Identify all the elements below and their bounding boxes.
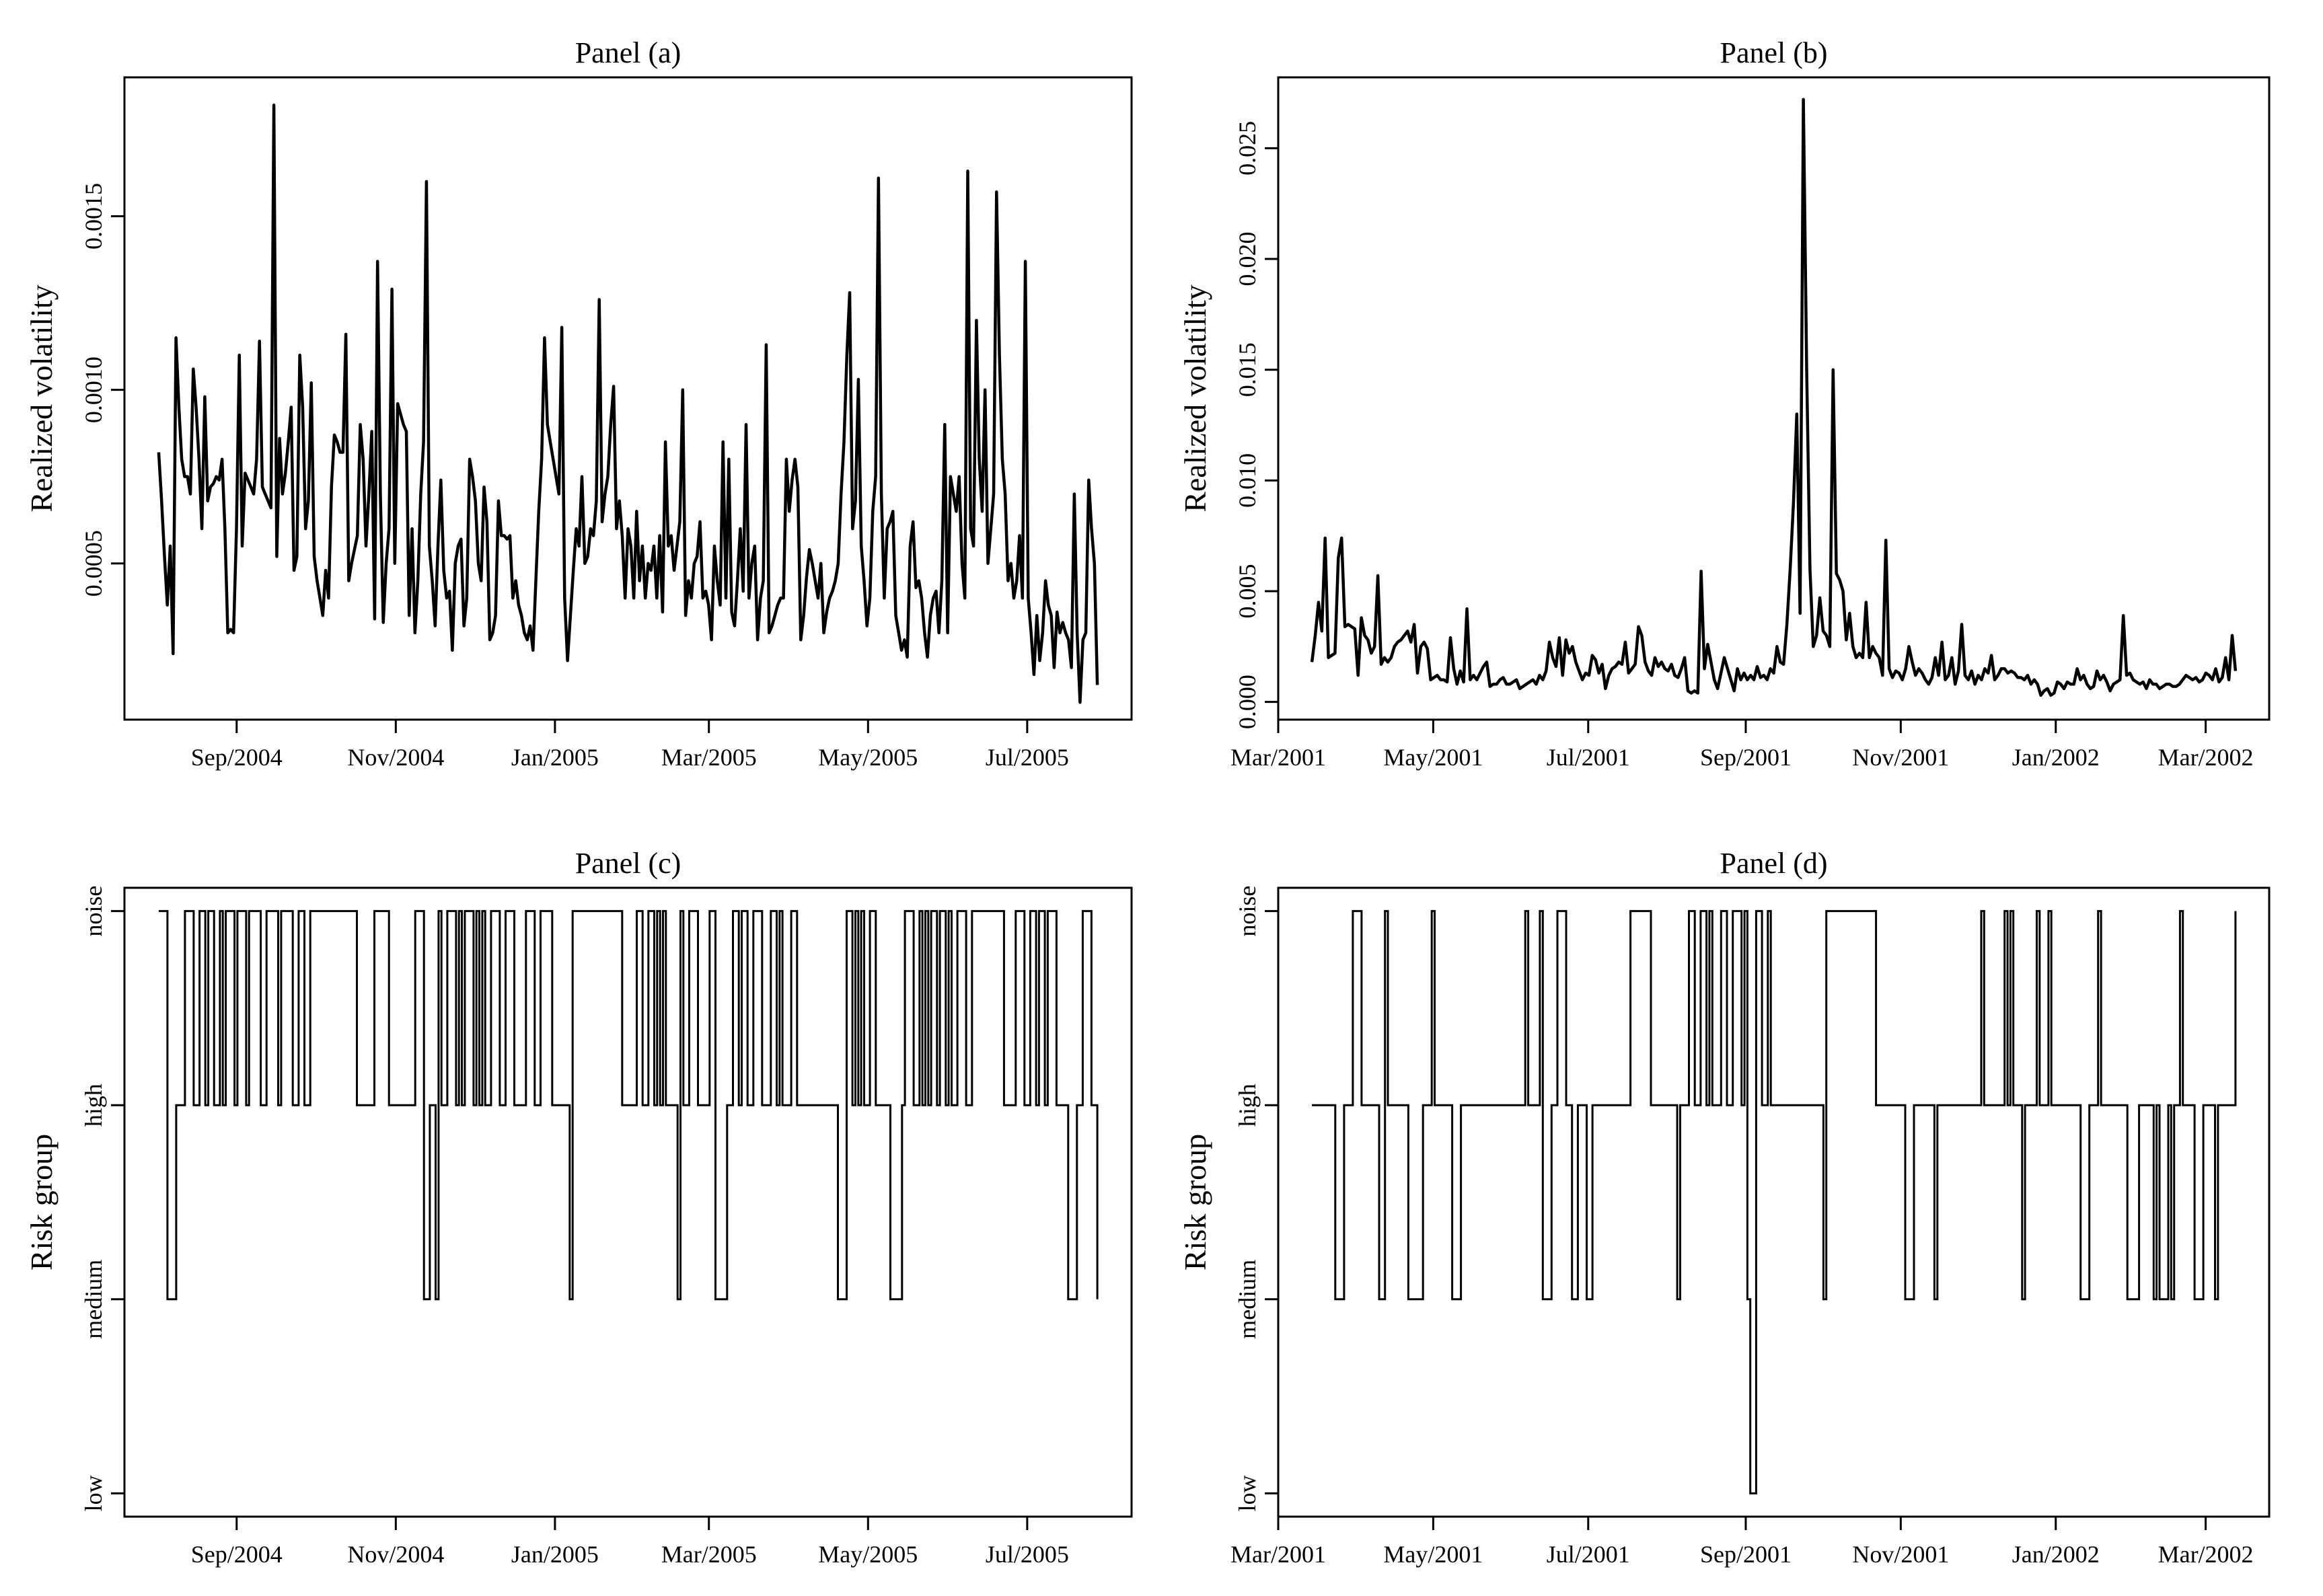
x-tick-label: Jul/2001 (1547, 744, 1630, 771)
x-axis: Sep/2004 Nov/2004 Jan/2005 Mar/2005 May/2005… (191, 1517, 1069, 1568)
panel-c: Panel (c) Risk group Sep/2004 Nov/2004 Jan/2… (24, 847, 1133, 1568)
y-tick-label: 0.005 (1234, 564, 1261, 619)
panel-a: Panel (a) Realized volatility Sep/2004 Nov/… (24, 36, 1133, 771)
panel-title: Panel (b) (1720, 36, 1827, 69)
x-tick-label: Jan/2005 (511, 744, 599, 771)
x-tick-label: Nov/2004 (347, 744, 444, 771)
y-tick-label: 0.000 (1234, 675, 1261, 729)
y-tick-label: medium (80, 1260, 107, 1339)
panel-title: Panel (a) (575, 36, 681, 69)
plot-frame (1277, 886, 2271, 1518)
x-tick-label: Sep/2004 (191, 744, 283, 771)
x-tick-label: Mar/2002 (2158, 744, 2254, 771)
volatility-series (1310, 98, 2238, 697)
y-tick-label: low (80, 1475, 107, 1511)
panel-d: Panel (d) Risk group Mar/2001 May/2001 Jul/2… (1178, 847, 2271, 1568)
y-tick-label: high (1234, 1084, 1261, 1127)
x-tick-label: May/2001 (1383, 1541, 1483, 1568)
x-tick-label: Sep/2001 (1700, 1541, 1792, 1568)
risk-group-series (158, 910, 1099, 1301)
y-tick-label: low (1234, 1475, 1261, 1511)
x-tick-label: Jul/2005 (986, 744, 1069, 771)
x-tick-label: Jan/2002 (2012, 1541, 2100, 1568)
y-tick-label: 0.010 (1234, 453, 1261, 508)
y-tick-label: 0.0015 (80, 183, 107, 250)
x-tick-label: Nov/2001 (1852, 1541, 1949, 1568)
x-tick-label: Mar/2002 (2158, 1541, 2254, 1568)
panel-b: Panel (b) Realized volatility Mar/2001 May/… (1178, 36, 2271, 771)
y-tick-label: medium (1234, 1260, 1261, 1339)
y-axis: low medium high noise (1234, 886, 1278, 1511)
panel-title: Panel (c) (575, 847, 681, 880)
x-tick-label: Jul/2005 (986, 1541, 1069, 1568)
y-tick-label: 0.0005 (80, 530, 107, 597)
x-tick-label: Mar/2001 (1230, 1541, 1326, 1568)
y-tick-label: high (80, 1084, 107, 1127)
x-tick-label: Nov/2001 (1852, 744, 1949, 771)
y-tick-label: 0.015 (1234, 342, 1261, 397)
x-tick-label: Sep/2001 (1700, 744, 1792, 771)
y-tick-label: noise (80, 886, 107, 937)
plot-frame (1277, 76, 2271, 721)
x-tick-label: Nov/2004 (347, 1541, 444, 1568)
panel-title: Panel (d) (1720, 847, 1827, 880)
x-axis: Mar/2001 May/2001 Jul/2001 Sep/2001 Nov/2001… (1230, 720, 2254, 771)
volatility-series (157, 104, 1099, 704)
y-tick-label: 0.025 (1234, 121, 1261, 176)
y-axis-label: Risk group (24, 1134, 59, 1270)
x-tick-label: Sep/2004 (191, 1541, 283, 1568)
y-axis-label: Realized volatility (1178, 284, 1212, 512)
risk-group-series (1312, 910, 2237, 1494)
x-tick-label: Mar/2001 (1230, 744, 1326, 771)
x-tick-label: Jul/2001 (1547, 1541, 1630, 1568)
y-axis: 0.0005 0.0010 0.0015 (80, 183, 124, 597)
x-axis: Sep/2004 Nov/2004 Jan/2005 Mar/2005 May/2005… (191, 720, 1069, 771)
x-tick-label: May/2005 (818, 744, 918, 771)
y-tick-label: 0.0010 (80, 356, 107, 423)
y-axis-label: Risk group (1178, 1134, 1212, 1270)
y-tick-label: noise (1234, 886, 1261, 937)
plot-frame (123, 76, 1133, 721)
plot-frame (123, 886, 1133, 1518)
x-tick-label: Mar/2005 (661, 744, 757, 771)
y-tick-label: 0.020 (1234, 232, 1261, 287)
x-tick-label: Mar/2005 (661, 1541, 757, 1568)
x-tick-label: May/2005 (818, 1541, 918, 1568)
x-axis: Mar/2001 May/2001 Jul/2001 Sep/2001 Nov/2001… (1230, 1517, 2254, 1568)
x-tick-label: Jan/2002 (2012, 744, 2100, 771)
y-axis: low medium high noise (80, 886, 124, 1511)
x-tick-label: May/2001 (1383, 744, 1483, 771)
y-axis-label: Realized volatility (24, 284, 59, 512)
x-tick-label: Jan/2005 (511, 1541, 599, 1568)
y-axis: 0.000 0.005 0.010 0.015 0.020 0.025 (1234, 121, 1278, 729)
